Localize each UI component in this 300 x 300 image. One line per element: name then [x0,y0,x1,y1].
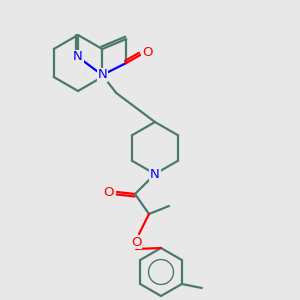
Text: O: O [142,46,152,59]
Text: O: O [104,185,114,199]
Text: N: N [150,167,160,181]
Text: N: N [73,50,83,64]
Text: N: N [98,68,107,82]
Text: O: O [131,236,141,248]
